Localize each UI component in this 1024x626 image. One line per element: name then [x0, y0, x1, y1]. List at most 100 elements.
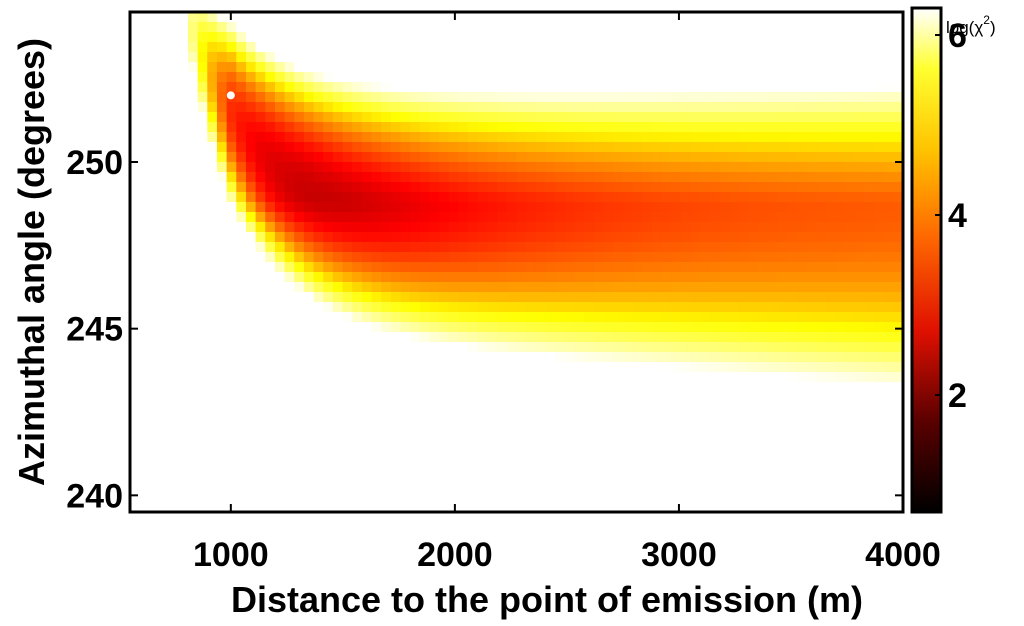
heatmap-cell	[661, 112, 672, 123]
heatmap-cell	[748, 372, 759, 383]
heatmap-cell	[158, 22, 170, 33]
heatmap-cell	[642, 252, 653, 263]
heatmap-cell	[806, 412, 817, 423]
heatmap-cell	[274, 322, 286, 333]
heatmap-cell	[883, 422, 895, 433]
heatmap-cell	[874, 212, 885, 223]
heatmap-cell	[845, 182, 856, 193]
heatmap-cell	[332, 122, 344, 133]
heatmap-cell	[429, 292, 440, 303]
heatmap-cell	[178, 372, 189, 383]
heatmap-cell	[139, 322, 151, 333]
heatmap-cell	[593, 432, 605, 443]
heatmap-cell	[313, 132, 324, 143]
heatmap-cell	[419, 122, 431, 133]
heatmap-cell	[680, 342, 692, 353]
heatmap-cell	[158, 252, 170, 263]
heatmap-cell	[390, 242, 402, 253]
heatmap-cell	[400, 32, 411, 43]
heatmap-cell	[168, 302, 180, 313]
heatmap-cell	[864, 412, 875, 423]
heatmap-cell	[429, 72, 440, 83]
heatmap-cell	[487, 282, 498, 293]
heatmap-cell	[622, 382, 634, 393]
heatmap-cell	[516, 462, 527, 473]
heatmap-cell	[342, 402, 353, 413]
heatmap-cell	[661, 92, 672, 103]
heatmap-cell	[545, 422, 556, 433]
heatmap-cell	[158, 52, 170, 63]
heatmap-cell	[767, 412, 779, 423]
heatmap-cell	[400, 52, 411, 63]
heatmap-cell	[796, 392, 808, 403]
heatmap-cell	[700, 32, 711, 43]
heatmap-cell	[187, 182, 199, 193]
heatmap-cell	[303, 472, 315, 483]
heatmap-cell	[767, 92, 779, 103]
heatmap-cell	[719, 402, 730, 413]
heatmap-cell	[284, 282, 295, 293]
heatmap-cell	[700, 412, 711, 423]
heatmap-cell	[158, 292, 170, 303]
heatmap-cell	[661, 382, 672, 393]
heatmap-cell	[342, 392, 353, 403]
heatmap-cell	[274, 372, 286, 383]
heatmap-cell	[390, 12, 402, 23]
heatmap-cell	[564, 362, 576, 373]
heatmap-cell	[603, 32, 614, 43]
heatmap-cell	[236, 212, 247, 223]
heatmap-cell	[468, 242, 479, 253]
heatmap-cell	[603, 222, 614, 233]
heatmap-cell	[410, 372, 421, 383]
heatmap-cell	[400, 412, 411, 423]
heatmap-cell	[158, 172, 170, 183]
heatmap-cell	[265, 62, 276, 73]
heatmap-cell	[719, 92, 730, 103]
heatmap-cell	[854, 22, 866, 33]
heatmap-cell	[748, 332, 759, 343]
heatmap-cell	[149, 222, 160, 233]
heatmap-cell	[187, 272, 199, 283]
heatmap-cell	[439, 222, 450, 233]
heatmap-cell	[187, 332, 199, 343]
heatmap-cell	[845, 72, 856, 83]
heatmap-cell	[448, 282, 460, 293]
heatmap-cell	[149, 462, 160, 473]
heatmap-cell	[758, 272, 769, 283]
heatmap-cell	[719, 152, 730, 163]
heatmap-cell	[883, 72, 895, 83]
heatmap-cell	[207, 452, 218, 463]
heatmap-cell	[574, 392, 585, 403]
heatmap-cell	[448, 222, 460, 233]
heatmap-cell	[690, 462, 701, 473]
heatmap-cell	[893, 292, 903, 303]
heatmap-cell	[874, 262, 885, 273]
heatmap-cell	[381, 462, 392, 473]
heatmap-cell	[439, 392, 450, 403]
heatmap-cell	[429, 102, 440, 113]
heatmap-cell	[187, 52, 199, 63]
heatmap-cell	[854, 472, 866, 483]
heatmap-cell	[352, 282, 363, 293]
heatmap-cell	[497, 192, 508, 203]
heatmap-cell	[448, 22, 460, 33]
heatmap-cell	[680, 252, 692, 263]
heatmap-cell	[709, 112, 721, 123]
heatmap-cell	[758, 322, 769, 333]
heatmap-cell	[671, 132, 682, 143]
heatmap-cell	[149, 322, 160, 333]
heatmap-cell	[825, 232, 837, 243]
heatmap-cell	[236, 402, 247, 413]
heatmap-cell	[410, 202, 421, 213]
heatmap-cell	[584, 232, 595, 243]
heatmap-cell	[796, 72, 808, 83]
heatmap-cell	[893, 382, 903, 393]
heatmap-cell	[226, 492, 237, 503]
heatmap-cell	[255, 32, 266, 43]
heatmap-cell	[767, 222, 779, 233]
heatmap-cell	[390, 252, 402, 263]
heatmap-cell	[526, 42, 537, 53]
heatmap-cell	[709, 282, 721, 293]
heatmap-cell	[545, 362, 556, 373]
heatmap-cell	[584, 302, 595, 313]
